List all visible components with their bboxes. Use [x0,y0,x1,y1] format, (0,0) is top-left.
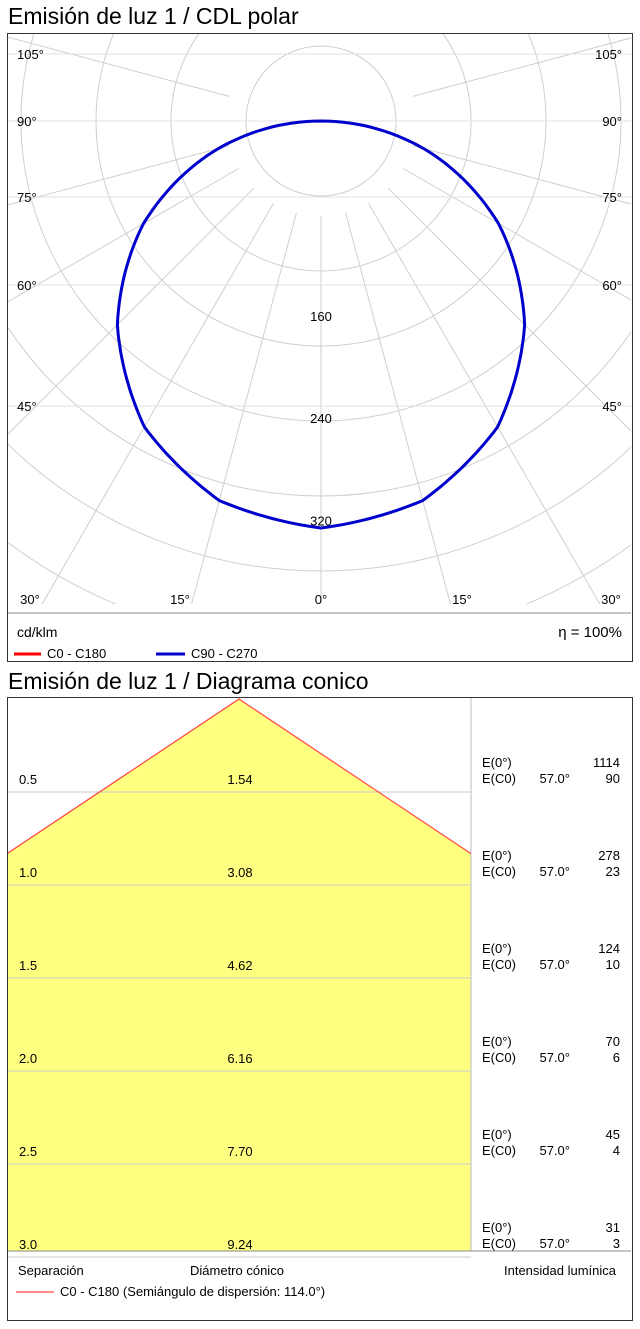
cone-angle: 57.0° [539,864,570,879]
cone-ec0-value: 3 [613,1236,620,1251]
polar-angle-label: 30° [601,592,621,607]
cone-angle: 57.0° [539,1236,570,1251]
cone-ec0-label: E(C0) [482,771,516,786]
cone-angle: 57.0° [539,1050,570,1065]
cone-e0-value: 45 [606,1127,620,1142]
cone-ec0-value: 90 [606,771,620,786]
cone-distance: 1.0 [19,865,37,880]
cone-e0-label: E(0°) [482,848,512,863]
cone-fill [8,699,471,1251]
polar-grid-spoke [8,36,230,97]
cone-ec0-label: E(C0) [482,1236,516,1251]
cone-diameter: 7.70 [227,1144,252,1159]
cone-ec0-value: 6 [613,1050,620,1065]
footer-intensity: Intensidad lumínica [504,1263,617,1278]
cone-chart-frame: 0.5 1.54 E(0°) 1114 E(C0) 57.0° 90 1.0 3.08 E(0°)… [7,697,633,1321]
polar-grid-spoke [41,203,274,604]
polar-grid-spoke [387,187,631,432]
polar-angle-label: 45° [602,399,622,414]
polar-angle-label: 15° [452,592,472,607]
cone-e0-value: 70 [606,1034,620,1049]
polar-angle-label: 90° [17,114,37,129]
cone-ec0-value: 23 [606,864,620,879]
footer-separation: Separación [18,1263,84,1278]
cone-e0-label: E(0°) [482,1127,512,1142]
polar-angle-labels: 105° 105° 90° 90° 75° 75° 60° 60° 45° 45° 30° 15° 0°… [17,47,622,607]
cone-ec0-label: E(C0) [482,957,516,972]
cone-diameter: 3.08 [227,865,252,880]
legend-c0-label: C0 - C180 [47,646,106,660]
cone-distance: 3.0 [19,1237,37,1252]
polar-grid-spoke [8,168,239,303]
polar-chart: 105° 105° 90° 90° 75° 75° 60° 60° 45° 45° 30° 15° 0°… [8,34,631,660]
polar-angle-label: 60° [602,278,622,293]
cone-e0-value: 278 [598,848,620,863]
cone-ec0-value: 4 [613,1143,620,1158]
polar-angle-label: 105° [17,47,44,62]
polar-angle-label: 15° [170,592,190,607]
polar-grid-spoke [403,168,631,301]
polar-grid-spoke [368,203,601,604]
polar-angle-label: 105° [595,47,622,62]
polar-angle-label: 30° [20,592,40,607]
footer-diameter: Diámetro cónico [190,1263,284,1278]
polar-grid-spoke [412,37,631,97]
cone-distance: 2.5 [19,1144,37,1159]
polar-grid-spoke [345,212,451,604]
cone-legend-label: C0 - C180 (Semiángulo de dispersión: 114… [60,1284,325,1299]
polar-angle-label: 90° [602,114,622,129]
cone-edge [8,698,472,855]
cone-distance: 2.0 [19,1051,37,1066]
cone-ec0-label: E(C0) [482,1050,516,1065]
cone-e0-label: E(0°) [482,941,512,956]
cone-diameter: 9.24 [227,1237,252,1252]
cone-e0-value: 31 [606,1220,620,1235]
polar-ring-labels: 160 240 320 [310,309,332,529]
polar-ring-label: 160 [310,309,332,324]
cone-e0-label: E(0°) [482,755,512,770]
cone-grid [8,698,472,1258]
cone-angle: 57.0° [539,771,570,786]
polar-grid-spoke [8,187,255,435]
cone-e0-label: E(0°) [482,1034,512,1049]
c90-c270-curve [115,119,527,530]
legend-c90-label: C90 - C270 [191,646,257,660]
cone-ec0-label: E(C0) [482,864,516,879]
polar-grid-circle [8,326,631,497]
polar-title: Emisión de luz 1 / CDL polar [8,3,299,29]
cone-e0-label: E(0°) [482,1220,512,1235]
polar-angle-label: 45° [17,399,37,414]
polar-chart-frame: 105° 105° 90° 90° 75° 75° 60° 60° 45° 45° 30° 15° 0°… [7,33,633,662]
cone-ec0-label: E(C0) [482,1143,516,1158]
unit-label: cd/klm [17,624,57,640]
polar-grid-spoke [191,212,297,604]
polar-grid-spoke [8,145,230,206]
cone-angle: 57.0° [539,957,570,972]
polar-grid-spoke [412,145,631,205]
cone-diameter: 1.54 [227,772,252,787]
polar-ring-label: 320 [310,514,332,529]
polar-angle-label: 75° [17,190,37,205]
cone-distance: 0.5 [19,772,37,787]
cone-diameter: 6.16 [227,1051,252,1066]
cone-e0-value: 1114 [593,755,620,770]
cone-angle: 57.0° [539,1143,570,1158]
polar-angle-label: 75° [602,190,622,205]
efficiency-label: η = 100% [558,624,622,641]
polar-angle-label: 0° [315,592,327,607]
cone-distance: 1.5 [19,958,37,973]
polar-ring-label: 240 [310,411,332,426]
cone-diameter: 4.62 [227,958,252,973]
cone-title: Emisión de luz 1 / Diagrama conico [8,668,369,694]
polar-grid-circle [8,443,631,572]
cone-ec0-value: 10 [606,957,620,972]
cone-e0-value: 124 [598,941,620,956]
polar-grid [8,34,631,604]
polar-angle-label: 60° [17,278,37,293]
